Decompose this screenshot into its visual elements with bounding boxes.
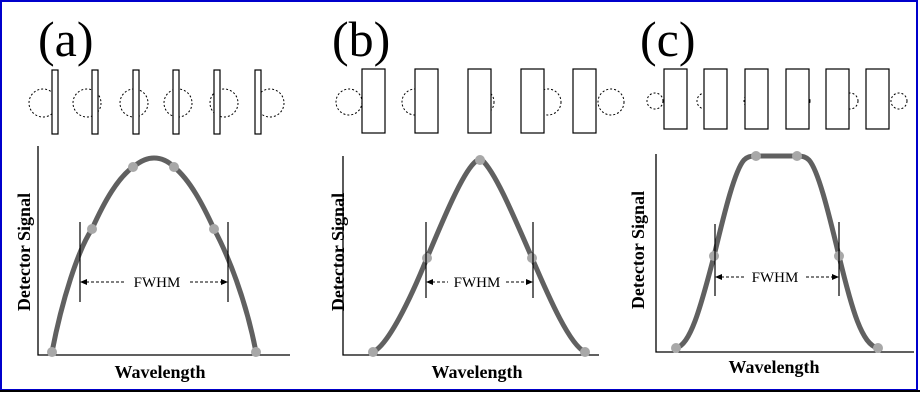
panel-b-label: (b) <box>332 11 390 67</box>
data-point <box>368 347 378 357</box>
slit <box>415 69 438 133</box>
data-point <box>422 253 432 263</box>
slit <box>664 69 687 129</box>
panel-a-ylabel: Detector Signal <box>14 193 34 311</box>
data-point <box>580 347 590 357</box>
data-point <box>128 162 138 172</box>
data-point <box>169 162 179 172</box>
panel-c-ylabel: Detector Signal <box>628 191 648 309</box>
panel-b-ylabel: Detector Signal <box>328 193 348 311</box>
data-point <box>671 343 681 353</box>
panel-c-xlabel: Wavelength <box>728 357 819 377</box>
panel-c-fwhm-label: FWHM <box>752 270 799 286</box>
data-point <box>709 251 719 261</box>
panel-b-fwhm-label: FWHM <box>454 275 501 291</box>
slit <box>133 70 139 134</box>
slit <box>704 69 727 129</box>
slit <box>826 69 849 129</box>
slit <box>214 70 220 134</box>
panel-c: (c) Detector Signal Wavelength <box>628 11 914 377</box>
data-point <box>47 347 57 357</box>
panel-c-curve <box>676 156 878 348</box>
slit <box>52 70 58 134</box>
panel-a-slits <box>29 70 284 134</box>
data-point <box>475 155 485 165</box>
fwhm-arrowhead <box>221 279 228 285</box>
fwhm-arrowhead <box>426 279 433 285</box>
beam-spot <box>598 89 624 115</box>
panel-b-curve <box>373 160 585 352</box>
slit <box>573 69 596 133</box>
data-point <box>209 224 219 234</box>
panel-c-slits <box>647 69 907 129</box>
slit <box>521 69 544 133</box>
slit <box>173 70 179 134</box>
beam-spot <box>336 89 362 115</box>
slit <box>92 70 98 134</box>
data-point <box>87 224 97 234</box>
panel-a-fwhm-label: FWHM <box>134 275 181 291</box>
panel-c-label: (c) <box>640 11 696 67</box>
data-point <box>251 347 261 357</box>
panel-b-xlabel: Wavelength <box>431 362 522 382</box>
panel-a-curve <box>52 158 256 352</box>
slit <box>745 69 768 129</box>
panel-a-xlabel: Wavelength <box>114 362 205 382</box>
fwhm-arrowhead <box>526 279 533 285</box>
panel-a-label: (a) <box>38 11 94 67</box>
slit <box>786 69 809 129</box>
data-point <box>527 253 537 263</box>
panel-a: (a) Detector Signal Wavelength <box>14 11 290 382</box>
data-point <box>792 151 802 161</box>
panel-b: (b) Detector Signal Wavelength FWHM <box>328 11 624 382</box>
panel-b-slits <box>336 69 624 133</box>
beam-spot <box>891 93 907 109</box>
beam-spot <box>647 93 663 109</box>
fwhm-arrowhead <box>80 279 87 285</box>
slit <box>468 69 491 133</box>
slit <box>866 69 889 129</box>
slit <box>362 69 385 133</box>
fwhm-arrowhead <box>715 274 722 280</box>
data-point <box>873 343 883 353</box>
data-point <box>751 151 761 161</box>
fwhm-arrowhead <box>832 274 839 280</box>
slit <box>255 70 261 134</box>
